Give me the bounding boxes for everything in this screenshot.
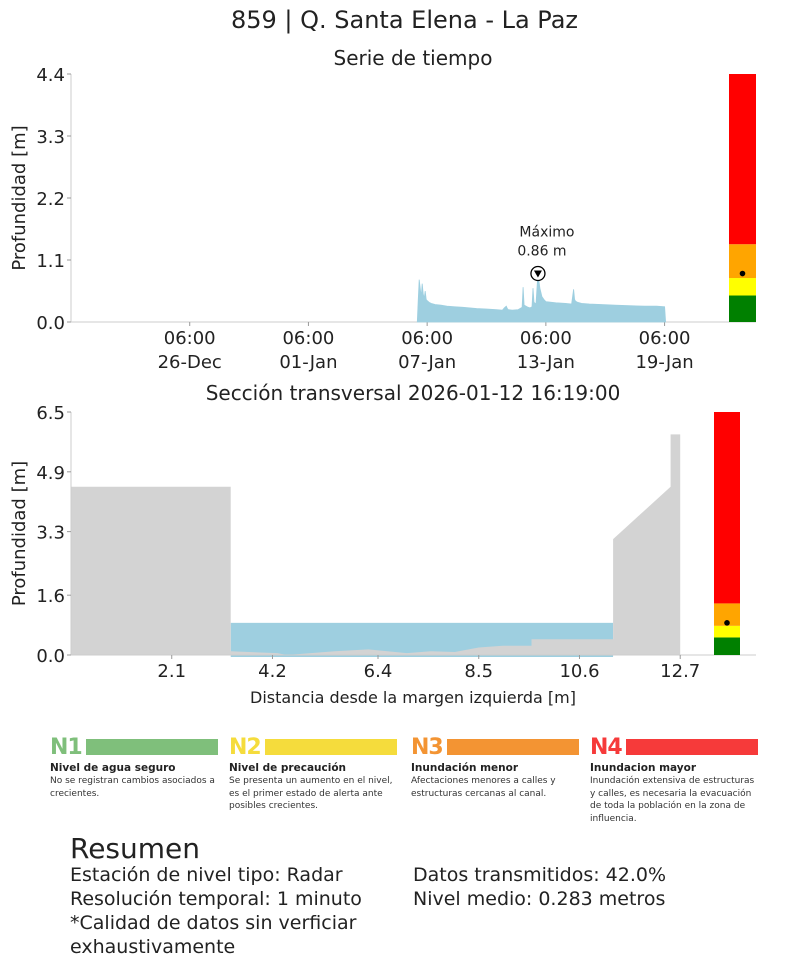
level-bar-segment: [714, 412, 740, 604]
summary-time-resolution: Resolución temporal: 1 minuto: [70, 888, 362, 910]
y-tick-label: 3.3: [36, 523, 65, 544]
x-tick-time: 06:00: [282, 328, 334, 349]
y-tick-label: 3.3: [36, 127, 65, 148]
legend-name: Inundacion mayor: [590, 762, 697, 774]
legend-code: N2: [229, 734, 262, 760]
legend-item-n2: N2 Nivel de precaución Se presenta un aume…: [229, 735, 397, 813]
y-axis-label: Profundidad [m]: [9, 125, 30, 270]
x-tick-date: 01-Jan: [279, 352, 337, 373]
summary-quality-note: *Calidad de datos sin verficiar: [70, 912, 357, 934]
y-tick-label: 4.9: [36, 463, 65, 484]
summary-station-type: Estación de nivel tipo: Radar: [70, 864, 343, 886]
legend-header: N1: [50, 734, 218, 760]
legend-description: No se registran cambios asociados a crec…: [50, 776, 215, 799]
summary-mean-level: Nivel medio: 0.283 metros: [413, 888, 666, 910]
x-tick-label: 2.1: [157, 661, 186, 682]
x-tick-date: 13-Jan: [517, 352, 575, 373]
level-bar-segment: [714, 625, 740, 638]
legend-item-n3: N3 Inundación menor Afectaciones menores a…: [411, 735, 579, 800]
max-label: Máximo: [519, 225, 574, 241]
legend-code: N1: [50, 734, 83, 760]
legend-code: N4: [590, 734, 623, 760]
x-axis-label: Distancia desde la margen izquierda [m]: [250, 688, 576, 707]
legend-code: N3: [411, 734, 444, 760]
legend-name: Inundación menor: [411, 762, 519, 774]
x-tick-label: 6.4: [364, 661, 393, 682]
summary-data-transmitted: Datos transmitidos: 42.0%: [413, 864, 667, 886]
level-bar-marker: [739, 270, 746, 277]
y-tick-label: 4.4: [36, 65, 65, 86]
x-tick-date: 26-Dec: [158, 352, 222, 373]
y-axis-label: Profundidad [m]: [9, 461, 30, 606]
legend-header: N4: [590, 734, 758, 760]
chart-title: Serie de tiempo: [334, 46, 493, 70]
x-tick-date: 07-Jan: [398, 352, 456, 373]
level-bar-marker: [724, 620, 730, 626]
cross-section-chart: Sección transversal 2026-01-12 16:19:00 0…: [9, 381, 756, 707]
legend-color-bar: [264, 739, 397, 755]
legend-color-bar: [446, 739, 579, 755]
legend-description: Inundación extensiva de estructuras y ca…: [590, 776, 755, 824]
legend-item-n1: N1 Nivel de agua seguro No se registran ca…: [50, 735, 218, 800]
level-bar-segment: [714, 603, 740, 626]
ground-profile: [71, 434, 681, 655]
page-title: 859 | Q. Santa Elena - La Paz: [230, 6, 579, 34]
y-tick-label: 2.2: [36, 189, 65, 210]
max-marker-triangle: [533, 270, 542, 278]
legend-name: Nivel de precaución: [229, 762, 347, 774]
legend-color-bar: [85, 739, 218, 755]
x-tick-label: 4.2: [258, 661, 287, 682]
y-tick-label: 1.6: [36, 586, 65, 607]
x-tick-date: 19-Jan: [635, 352, 693, 373]
depth-series-area: [416, 273, 667, 323]
y-tick-label: 1.1: [36, 251, 65, 272]
legend-name: Nivel de agua seguro: [50, 762, 176, 774]
summary-quality-note-cont: exhaustivamente: [70, 936, 236, 958]
legend-item-n4: N4 Inundacion mayor Inundación extensiva d…: [590, 735, 758, 825]
legend-description: Se presenta un aumento en el nivel, es e…: [229, 776, 393, 811]
chart-title: Sección transversal 2026-01-12 16:19:00: [206, 381, 621, 405]
legend-header: N2: [229, 734, 397, 760]
level-bar-segment: [729, 278, 756, 296]
x-tick-label: 8.5: [464, 661, 493, 682]
x-tick-time: 06:00: [520, 328, 572, 349]
x-tick-time: 06:00: [164, 328, 216, 349]
x-tick-label: 10.6: [559, 661, 599, 682]
time-series-chart: Serie de tiempo 0.0 1.1 2.2 3.3 4.4 Profundida…: [9, 46, 756, 373]
legend-description: Afectaciones menores a calles y estructu…: [411, 776, 556, 799]
x-tick-label: 12.7: [660, 661, 700, 682]
y-tick-label: 0.0: [36, 313, 65, 334]
y-tick-label: 0.0: [36, 646, 65, 667]
y-tick-label: 6.5: [36, 403, 65, 424]
x-tick-time: 06:00: [639, 328, 691, 349]
level-bar-segment: [729, 295, 756, 322]
level-bar-segment: [714, 637, 740, 655]
legend-header: N3: [411, 734, 579, 760]
x-tick-time: 06:00: [401, 328, 453, 349]
max-value-label: 0.86 m: [517, 244, 566, 260]
legend-color-bar: [625, 739, 758, 755]
summary-title: Resumen: [70, 832, 201, 865]
level-bar-segment: [729, 74, 756, 245]
